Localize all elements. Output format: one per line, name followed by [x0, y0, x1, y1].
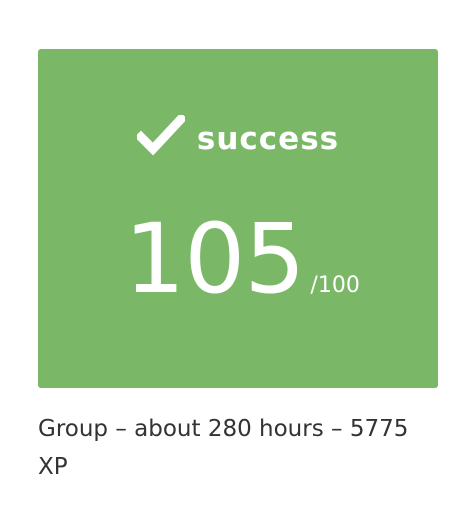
- score-row: 105 /100: [38, 211, 438, 307]
- project-caption: Group – about 280 hours – 5775 XP: [38, 416, 409, 480]
- status-row: success: [38, 112, 438, 157]
- result-card: success 105 /100: [38, 49, 438, 388]
- score-max: /100: [310, 273, 360, 298]
- score-value: 105: [124, 203, 305, 315]
- status-label: success: [196, 120, 340, 157]
- checkmark-icon: [134, 112, 188, 157]
